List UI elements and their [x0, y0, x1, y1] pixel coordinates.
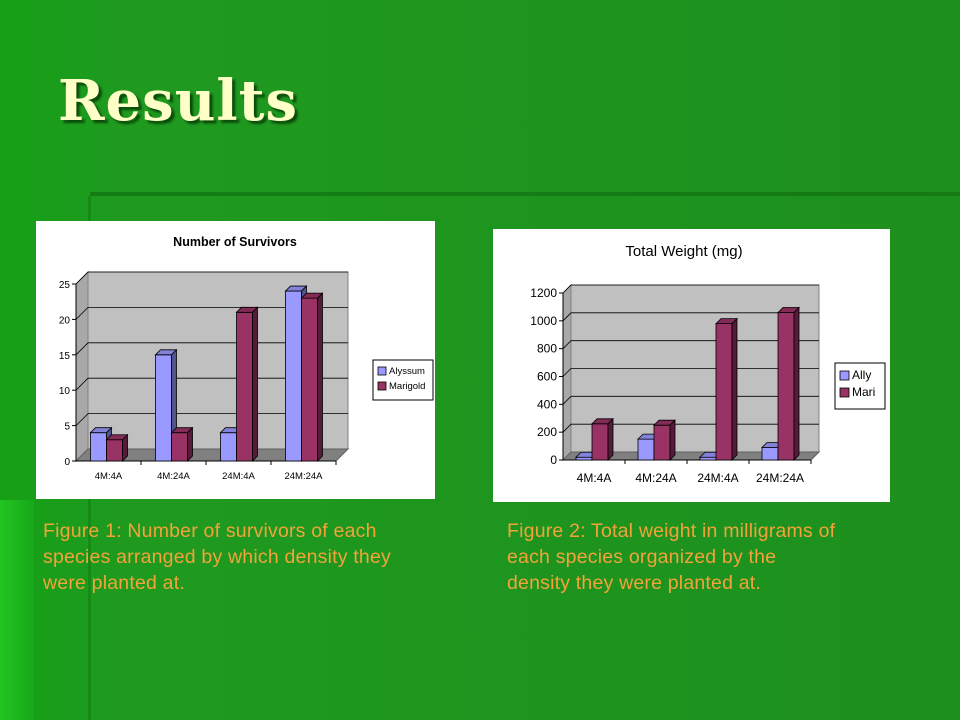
legend-swatch: [839, 387, 850, 398]
bar-front: [90, 432, 107, 462]
bar-front: [575, 456, 593, 461]
figure-1-caption: Figure 1: Number of survivors of each sp…: [43, 520, 391, 594]
bar-front: [591, 423, 609, 461]
legend-swatch: [839, 370, 850, 381]
gridline: [75, 377, 348, 391]
chart-title: Number of Survivors: [173, 235, 297, 249]
figure-2-caption: Figure 2: Total weight in milligrams of …: [507, 520, 836, 594]
x-tick-label: 4M:24A: [635, 471, 676, 485]
y-tick-label: 200: [537, 425, 557, 439]
x-tick-label: 4M:4A: [95, 471, 123, 482]
survivors-chart: Number of Survivors 0 5 10 15 20 25 4M:4A 4M:24A…: [59, 235, 434, 482]
bar-front: [653, 424, 671, 461]
legend: Ally Mari: [834, 362, 886, 410]
survivors-chart-panel: Number of Survivors 0 5 10 15 20 25 4M:4A 4M:24A…: [36, 221, 435, 499]
y-tick-label: 25: [59, 280, 71, 291]
slide-title: Results: [58, 68, 299, 134]
gridline: [75, 342, 348, 356]
legend-swatch: [377, 381, 387, 391]
bar-mari-4m-4a: [591, 417, 614, 461]
x-tick-label: 24M:4A: [697, 471, 738, 485]
bar-mari-24m-24a: [777, 306, 800, 461]
legend-box: [834, 362, 886, 410]
y-tick-label: 600: [537, 370, 557, 384]
bar-front: [777, 312, 795, 461]
y-tick-label: 0: [550, 453, 557, 467]
bar-front: [301, 297, 318, 462]
y-tick-label: 1000: [530, 314, 557, 328]
y-tick-label: 1200: [530, 286, 557, 300]
bar-side: [669, 419, 676, 461]
bar-side: [122, 433, 128, 462]
bar-marigold-4m-4a: [105, 433, 129, 462]
y-tick-label: 20: [59, 315, 71, 326]
bar-side: [607, 417, 614, 461]
bar-front: [285, 290, 302, 462]
y-tick-label: 5: [64, 422, 70, 433]
bar-side: [793, 306, 800, 461]
gridline: [75, 307, 348, 320]
x-tick-label: 24M:24A: [284, 471, 323, 482]
x-tick-label: 24M:4A: [222, 471, 255, 482]
bar-front: [171, 432, 188, 462]
y-tick-label: 10: [59, 386, 71, 397]
legend-swatch: [377, 366, 387, 376]
bar-front: [637, 438, 655, 461]
legend-label: Alyssum: [389, 366, 425, 377]
bar-side: [731, 317, 738, 461]
bar-mari-24m-4a: [715, 317, 738, 461]
gridline: [75, 271, 348, 285]
bar-side: [252, 306, 258, 462]
bar-front: [699, 456, 717, 461]
bar-marigold-24m-4a: [235, 306, 259, 462]
legend-label: Marigold: [389, 381, 425, 392]
bar-front: [761, 447, 779, 461]
bar-front: [220, 432, 237, 462]
decorative-line-top: [90, 192, 960, 196]
bar-side: [187, 426, 193, 462]
gridline: [75, 413, 348, 426]
gridline: [562, 284, 819, 294]
decorative-strip-left: [0, 500, 34, 720]
x-tick-label: 24M:24A: [756, 471, 804, 485]
bar-mari-4m-24a: [653, 419, 676, 461]
bar-side: [317, 292, 323, 462]
bar-front: [715, 323, 733, 461]
x-tick-label: 4M:24A: [157, 471, 190, 482]
bar-marigold-24m-24a: [300, 292, 324, 462]
legend-label: Mari: [852, 385, 875, 399]
y-tick-label: 400: [537, 397, 557, 411]
weight-chart-panel: Total Weight (mg) 0 200 400 600 800 1000 1200 4M…: [493, 229, 890, 502]
plot-side-wall: [75, 270, 89, 463]
bar-front: [106, 439, 123, 462]
x-tick-label: 4M:4A: [577, 471, 612, 485]
chart-title: Total Weight (mg): [625, 243, 742, 260]
bar-front: [155, 354, 172, 462]
y-tick-label: 15: [59, 351, 71, 362]
y-tick-label: 0: [64, 457, 70, 468]
bar-front: [236, 311, 253, 462]
legend-label: Ally: [852, 368, 871, 382]
bar-marigold-4m-24a: [170, 426, 194, 462]
legend: Alyssum Marigold: [372, 359, 434, 401]
gridline: [562, 312, 819, 322]
y-tick-label: 800: [537, 342, 557, 356]
weight-chart: Total Weight (mg) 0 200 400 600 800 1000 1200 4M…: [530, 243, 886, 485]
